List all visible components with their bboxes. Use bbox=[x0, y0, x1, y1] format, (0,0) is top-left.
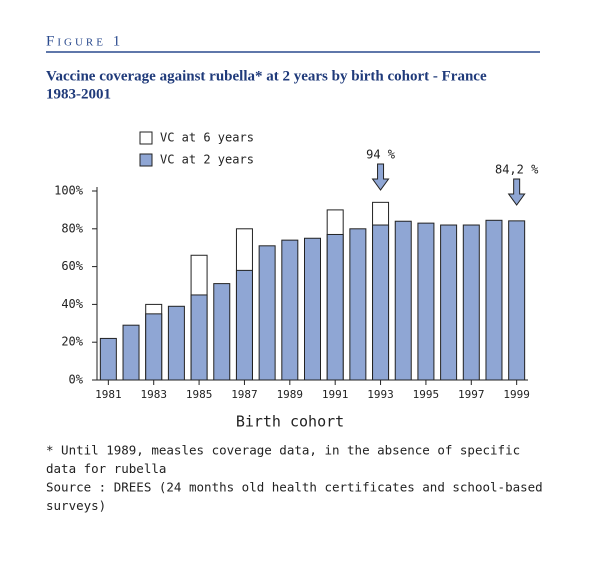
bar bbox=[167, 305, 185, 381]
y-tick-label: 40% bbox=[61, 297, 83, 311]
bar bbox=[190, 294, 208, 381]
x-tick-label: 1999 bbox=[503, 388, 530, 401]
y-tick-label: 100% bbox=[54, 184, 84, 198]
x-tick-label: 1995 bbox=[413, 388, 440, 401]
bar bbox=[235, 269, 253, 381]
footnote: * Until 1989, measles coverage data, in … bbox=[46, 443, 520, 458]
bar bbox=[349, 228, 367, 381]
legend-label: VC at 2 years bbox=[160, 153, 254, 167]
footnote: Source : DREES (24 months old health cer… bbox=[46, 480, 543, 495]
bar bbox=[326, 233, 344, 381]
x-tick-label: 1983 bbox=[140, 388, 167, 401]
bar bbox=[213, 283, 231, 381]
bar bbox=[122, 324, 140, 381]
annotation: 94 % bbox=[366, 148, 396, 162]
figure-label: Figure 1 bbox=[46, 33, 123, 49]
x-axis-label: Birth cohort bbox=[236, 413, 344, 431]
bar bbox=[394, 220, 412, 381]
annotation: 84,2 % bbox=[495, 163, 539, 177]
x-tick-label: 1985 bbox=[186, 388, 213, 401]
bar bbox=[258, 245, 276, 381]
y-tick-label: 0% bbox=[69, 373, 84, 387]
annotation-arrow bbox=[507, 178, 526, 206]
bar bbox=[99, 337, 117, 381]
footnote: surveys) bbox=[46, 498, 106, 513]
bar bbox=[372, 224, 390, 381]
y-tick-label: 60% bbox=[61, 259, 83, 273]
chart-title: Vaccine coverage against rubella* at 2 y… bbox=[46, 68, 487, 84]
annotation-arrow bbox=[371, 163, 390, 191]
x-tick-label: 1989 bbox=[277, 388, 304, 401]
bar bbox=[417, 222, 435, 381]
x-tick-label: 1993 bbox=[367, 388, 394, 401]
y-tick-label: 80% bbox=[61, 221, 83, 235]
bar bbox=[508, 220, 526, 381]
footnote: data for rubella bbox=[46, 461, 166, 476]
chart-subtitle: 1983-2001 bbox=[46, 86, 111, 102]
x-tick-label: 1981 bbox=[95, 388, 122, 401]
bar bbox=[440, 224, 458, 381]
legend-label: VC at 6 years bbox=[160, 131, 254, 145]
x-tick-label: 1987 bbox=[231, 388, 258, 401]
legend-swatch bbox=[139, 153, 153, 167]
y-tick-label: 20% bbox=[61, 335, 83, 349]
bar bbox=[462, 224, 480, 381]
bar bbox=[281, 239, 299, 381]
legend-swatch bbox=[139, 131, 153, 145]
x-tick-label: 1997 bbox=[458, 388, 485, 401]
bar bbox=[485, 219, 503, 381]
bar bbox=[145, 313, 163, 381]
x-tick-label: 1991 bbox=[322, 388, 349, 401]
bar bbox=[304, 237, 321, 381]
